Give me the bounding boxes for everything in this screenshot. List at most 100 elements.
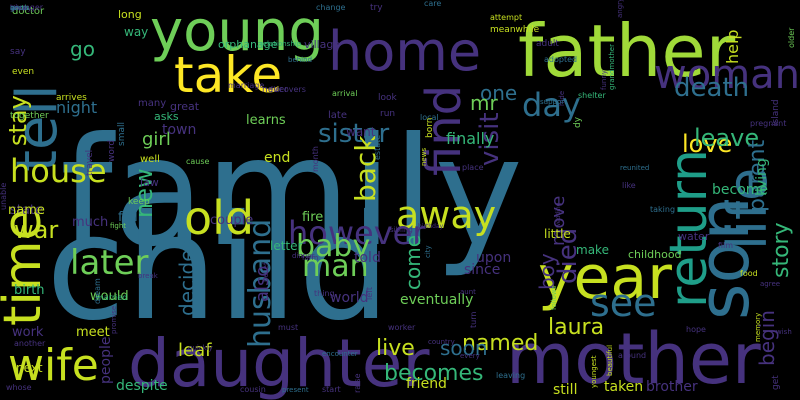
word-word: word <box>107 140 117 162</box>
word-late: late <box>328 110 347 121</box>
word-living: living <box>754 158 770 196</box>
word-war: war <box>14 216 58 244</box>
word-funny: funny <box>600 70 608 90</box>
word-old: old <box>184 191 254 245</box>
word-baby: baby <box>296 229 370 264</box>
word-younger: younger <box>10 3 44 12</box>
word-relationship: relationship <box>260 40 302 48</box>
word-angry: angry <box>616 0 624 18</box>
word-one: one <box>480 81 517 105</box>
word-worker: worker <box>388 323 416 332</box>
word-arrival: arrival <box>332 89 357 98</box>
word-another: another <box>14 339 46 348</box>
word-arrives: arrives <box>56 93 87 103</box>
word-return: return <box>659 149 719 308</box>
word-doctor: doctor <box>12 6 45 17</box>
word-cousin: cousin <box>240 385 266 394</box>
word-back: back <box>349 135 382 202</box>
word-keep: keep <box>128 197 150 207</box>
word-month: month <box>311 146 320 172</box>
word-country: country <box>428 338 455 346</box>
word-travel: travel <box>85 150 95 176</box>
word-small: small <box>117 122 127 146</box>
word-friend: friend <box>406 376 447 392</box>
word-born: born <box>425 118 435 138</box>
word-died: died <box>553 228 583 284</box>
word-man: man <box>302 249 369 284</box>
word-even: even <box>12 67 34 77</box>
word-memory: memory <box>754 313 762 342</box>
word-soon: soon <box>440 336 488 360</box>
word-agree: agree <box>760 280 780 288</box>
word-marriage: marriage <box>228 81 264 90</box>
word-brother: brother <box>646 379 698 395</box>
word-story: story <box>769 222 794 278</box>
word-live: live <box>376 336 415 361</box>
word-taken: taken <box>604 379 643 395</box>
word-however: however <box>288 214 426 252</box>
word-meet: meet <box>76 325 110 340</box>
word-mother: mother <box>506 318 761 400</box>
word-told: told <box>354 250 381 266</box>
word-attempt: attempt <box>490 13 522 22</box>
word-belief: belief <box>262 262 270 282</box>
word-leaving: leaving <box>496 371 525 380</box>
word-leaf: leaf <box>178 340 212 361</box>
word-birthday: birthday <box>418 223 444 230</box>
word-away: away <box>396 193 496 237</box>
word-great: great <box>170 100 200 113</box>
word-try: try <box>370 3 383 13</box>
word-encounter: encounter <box>322 350 358 358</box>
word-couple: couple <box>210 213 253 228</box>
word-place: place <box>462 163 484 172</box>
word-well: well <box>140 154 160 165</box>
word-make: make <box>576 243 609 257</box>
word-say: say <box>10 47 26 57</box>
word-support: support <box>540 98 567 106</box>
word-taking: taking <box>650 205 675 214</box>
word-discovers: discovers <box>268 85 306 94</box>
word-turn: turn <box>469 312 478 328</box>
word-long: long <box>118 8 142 21</box>
word-quickly: quickly <box>188 344 213 352</box>
word-north: north <box>10 4 29 12</box>
word-parent: parent <box>745 140 770 212</box>
word-break: break <box>138 272 159 280</box>
word-cause: cause <box>186 157 210 166</box>
word-dy: dy <box>573 116 583 128</box>
word-orphanage: orphanage <box>218 38 278 51</box>
word-state: state <box>10 203 43 218</box>
word-aunt: aunt <box>460 288 476 296</box>
word-becomes: becomes <box>384 361 483 386</box>
word-see: see <box>590 281 657 325</box>
word-son: son <box>683 196 765 320</box>
word-start: start <box>322 385 341 394</box>
word-despite: despite <box>116 378 168 394</box>
word-unable: unable <box>0 183 8 210</box>
word-life: life <box>716 168 779 250</box>
word-asks: asks <box>154 110 179 123</box>
word-would: would <box>90 289 129 304</box>
word-every: every <box>460 352 480 360</box>
word-named: named <box>462 331 538 356</box>
word-learns: learns <box>246 113 286 128</box>
word-city: city <box>424 245 432 258</box>
word-little: little <box>544 227 571 241</box>
word-dinner: dinner <box>292 252 315 260</box>
word-adopted: adopted <box>544 55 577 64</box>
word-happy: happy <box>10 4 32 12</box>
word-must: must <box>278 323 298 332</box>
word-love: love <box>682 130 732 158</box>
word-film: film <box>718 241 733 250</box>
word-hide: hide <box>558 91 566 106</box>
word-end: end <box>264 150 290 166</box>
word-raise: raise <box>353 373 362 393</box>
word-older: older <box>787 27 796 48</box>
word-much: much <box>72 215 108 230</box>
word-boy: boy <box>535 253 559 290</box>
word-change: change <box>316 3 346 12</box>
word-finally: finally <box>446 129 494 148</box>
word-come: come <box>401 235 425 290</box>
